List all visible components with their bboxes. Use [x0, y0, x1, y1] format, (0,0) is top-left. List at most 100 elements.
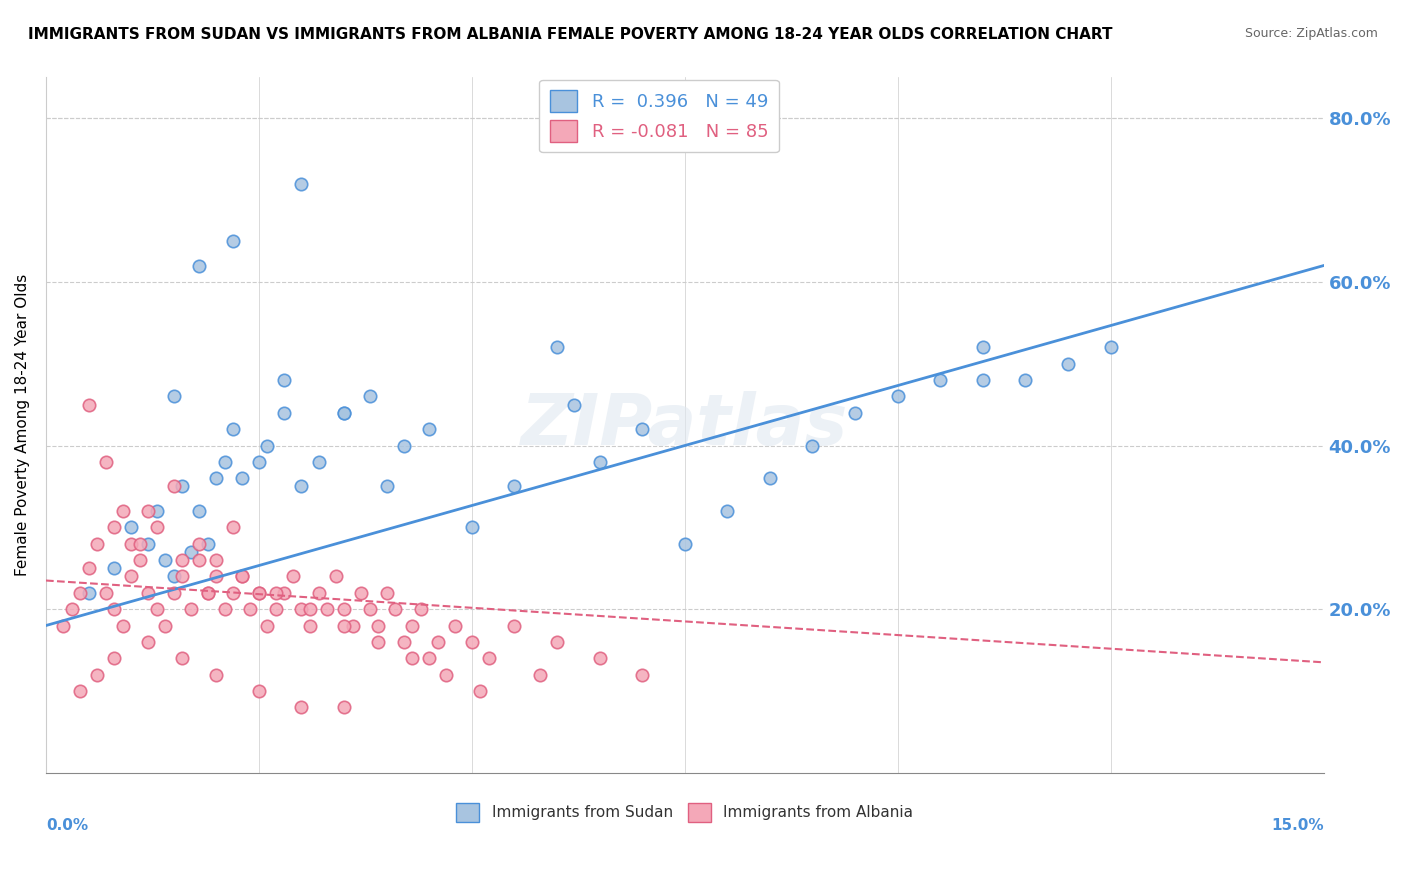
Point — [222, 586, 245, 600]
Point — [231, 569, 253, 583]
Point — [247, 586, 270, 600]
Point — [256, 618, 278, 632]
Point — [103, 561, 125, 575]
Point — [546, 340, 568, 354]
Point — [503, 618, 526, 632]
Point — [163, 389, 186, 403]
Point — [231, 471, 253, 485]
Point — [94, 586, 117, 600]
Point — [409, 602, 432, 616]
Point — [188, 504, 211, 518]
Point — [172, 479, 194, 493]
Text: 0.0%: 0.0% — [46, 818, 89, 833]
Point — [367, 635, 389, 649]
Point — [172, 651, 194, 665]
Point — [231, 569, 253, 583]
Point — [180, 602, 202, 616]
Point — [145, 602, 167, 616]
Point — [281, 569, 304, 583]
Point — [325, 569, 347, 583]
Point — [350, 586, 373, 600]
Point — [69, 684, 91, 698]
Point — [461, 520, 484, 534]
Point — [239, 602, 262, 616]
Point — [401, 651, 423, 665]
Point — [562, 398, 585, 412]
Point — [1014, 373, 1036, 387]
Point — [120, 520, 142, 534]
Point — [222, 520, 245, 534]
Point — [392, 438, 415, 452]
Point — [205, 553, 228, 567]
Point — [1057, 357, 1080, 371]
Point — [247, 455, 270, 469]
Point — [461, 635, 484, 649]
Point — [77, 561, 100, 575]
Point — [298, 618, 321, 632]
Point — [69, 586, 91, 600]
Point — [86, 537, 108, 551]
Point — [197, 586, 219, 600]
Point — [359, 389, 381, 403]
Point — [273, 373, 295, 387]
Point — [94, 455, 117, 469]
Point — [392, 635, 415, 649]
Text: 15.0%: 15.0% — [1271, 818, 1323, 833]
Point — [128, 553, 150, 567]
Point — [136, 537, 159, 551]
Point — [120, 537, 142, 551]
Point — [205, 569, 228, 583]
Point — [128, 537, 150, 551]
Point — [136, 586, 159, 600]
Point — [163, 479, 186, 493]
Point — [155, 553, 177, 567]
Legend: Immigrants from Sudan, Immigrants from Albania: Immigrants from Sudan, Immigrants from A… — [450, 797, 920, 828]
Text: ZIPatlas: ZIPatlas — [522, 391, 848, 459]
Point — [333, 602, 356, 616]
Point — [470, 684, 492, 698]
Point — [205, 471, 228, 485]
Point — [588, 455, 610, 469]
Point — [188, 259, 211, 273]
Point — [631, 422, 654, 436]
Point — [60, 602, 83, 616]
Point — [384, 602, 406, 616]
Point — [290, 602, 312, 616]
Point — [214, 455, 236, 469]
Point — [316, 602, 339, 616]
Point — [205, 667, 228, 681]
Point — [972, 373, 994, 387]
Point — [172, 553, 194, 567]
Point — [434, 667, 457, 681]
Point — [264, 602, 287, 616]
Point — [145, 504, 167, 518]
Point — [1099, 340, 1122, 354]
Point — [716, 504, 738, 518]
Point — [529, 667, 551, 681]
Point — [222, 234, 245, 248]
Point — [478, 651, 501, 665]
Point — [929, 373, 952, 387]
Point — [298, 602, 321, 616]
Point — [180, 545, 202, 559]
Point — [256, 438, 278, 452]
Point — [443, 618, 465, 632]
Point — [673, 537, 696, 551]
Point — [188, 537, 211, 551]
Point — [103, 520, 125, 534]
Point — [759, 471, 782, 485]
Point — [273, 586, 295, 600]
Point — [145, 520, 167, 534]
Point — [264, 586, 287, 600]
Point — [247, 586, 270, 600]
Point — [359, 602, 381, 616]
Point — [588, 651, 610, 665]
Point — [163, 586, 186, 600]
Point — [222, 422, 245, 436]
Point — [333, 406, 356, 420]
Point — [426, 635, 449, 649]
Point — [172, 569, 194, 583]
Y-axis label: Female Poverty Among 18-24 Year Olds: Female Poverty Among 18-24 Year Olds — [15, 274, 30, 576]
Point — [120, 569, 142, 583]
Point — [290, 700, 312, 714]
